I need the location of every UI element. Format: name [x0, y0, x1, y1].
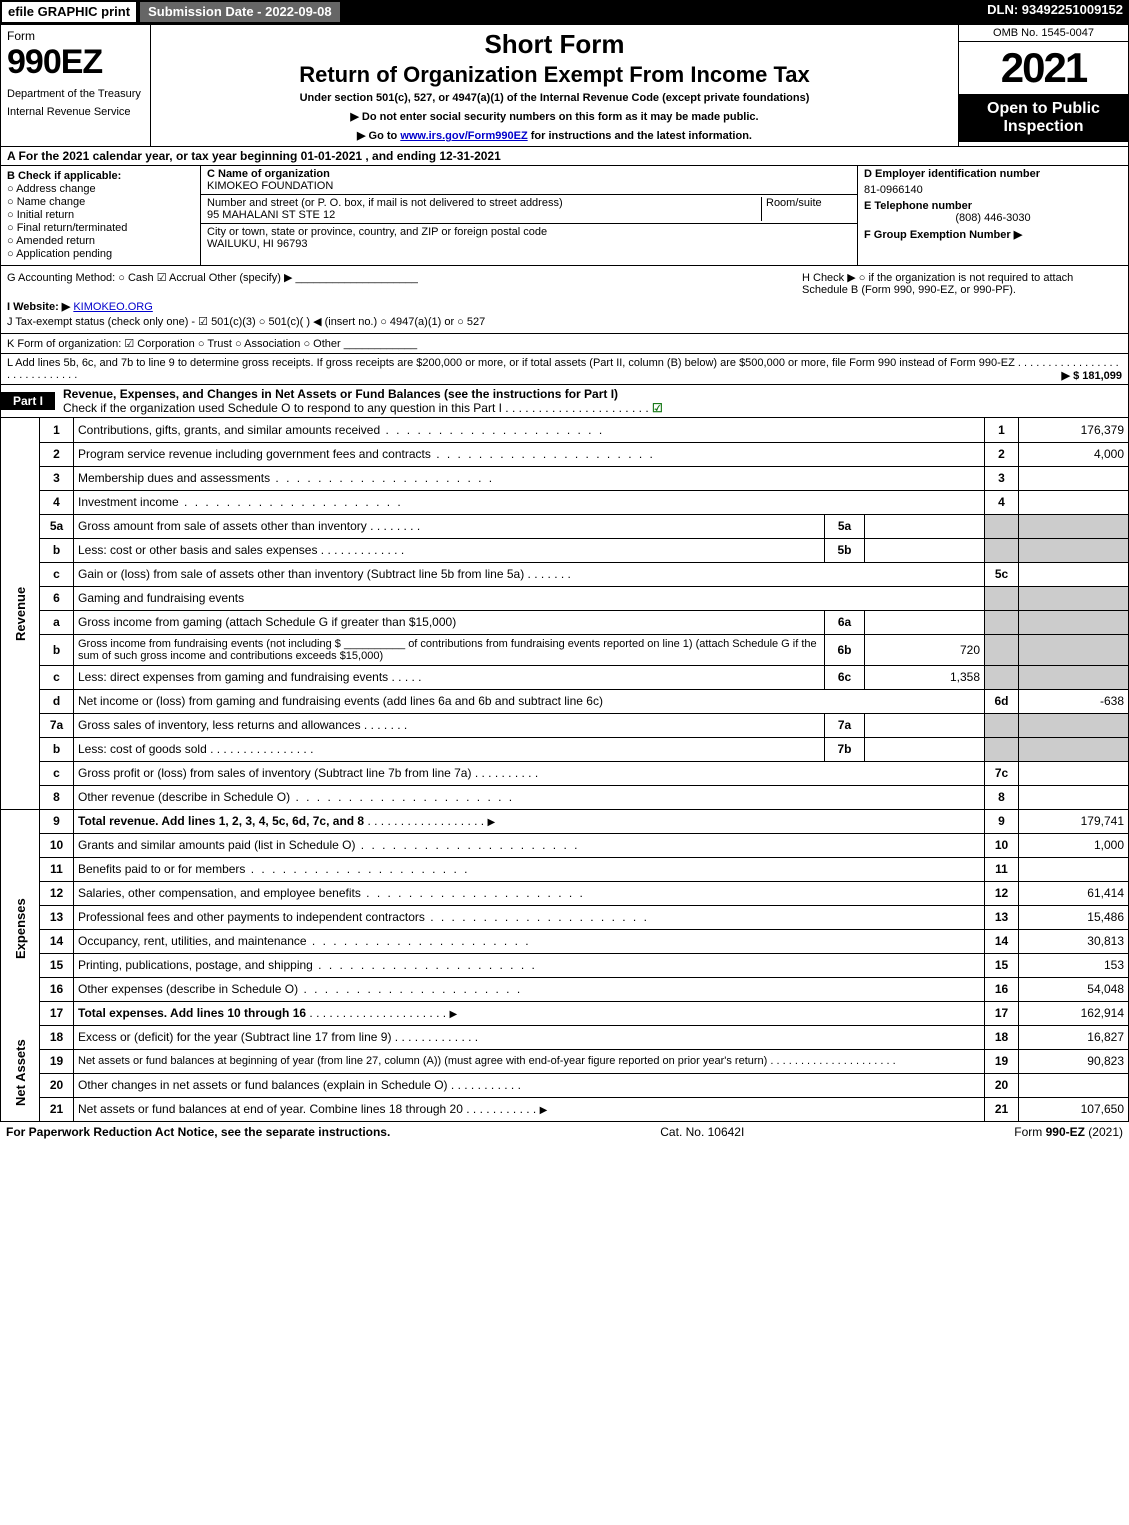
top-bar: efile GRAPHIC print Submission Date - 20…	[0, 0, 1129, 24]
cat-no: Cat. No. 10642I	[660, 1125, 744, 1139]
city-label: City or town, state or province, country…	[207, 226, 547, 238]
dept-irs: Internal Revenue Service	[7, 106, 144, 118]
line-21-val: 107,650	[1019, 1097, 1129, 1121]
tel-value: (808) 446-3030	[864, 212, 1122, 224]
tax-year: 2021	[959, 42, 1128, 94]
line-19-val: 90,823	[1019, 1049, 1129, 1073]
line-17-total-expenses: 162,914	[1019, 1001, 1129, 1025]
line-14-val: 30,813	[1019, 929, 1129, 953]
cb-final-return[interactable]: ○ Final return/terminated	[7, 222, 194, 234]
line-k-org-form: K Form of organization: ☑ Corporation ○ …	[0, 334, 1129, 354]
tel-label: E Telephone number	[864, 200, 972, 212]
website-link[interactable]: KIMOKEO.ORG	[73, 301, 152, 313]
city-state-zip: WAILUKU, HI 96793	[207, 238, 307, 250]
org-name: KIMOKEO FOUNDATION	[207, 180, 333, 192]
revenue-tab: Revenue	[1, 418, 40, 809]
misc-section: G Accounting Method: ○ Cash ☑ Accrual Ot…	[0, 266, 1129, 334]
street-label: Number and street (or P. O. box, if mail…	[207, 197, 563, 209]
line-h-schedule-b: H Check ▶ ○ if the organization is not r…	[802, 271, 1122, 296]
form-ref: Form 990-EZ (2021)	[1014, 1125, 1123, 1139]
net-assets-tab: Net Assets	[1, 1025, 40, 1121]
form-number: 990EZ	[7, 43, 144, 82]
irs-link[interactable]: www.irs.gov/Form990EZ	[400, 130, 527, 142]
goto-irs: ▶ Go to www.irs.gov/Form990EZ for instru…	[161, 129, 948, 142]
line-6b-val: 720	[865, 634, 985, 665]
line-1-num: 1	[40, 418, 74, 442]
form-header: Form 990EZ Department of the Treasury In…	[0, 24, 1129, 147]
cb-name-change[interactable]: ○ Name change	[7, 196, 194, 208]
form-label: Form	[7, 29, 144, 43]
efile-label: efile GRAPHIC print	[0, 0, 138, 24]
dept-treasury: Department of the Treasury	[7, 88, 144, 100]
line-12-val: 61,414	[1019, 881, 1129, 905]
line-6d-val: -638	[1019, 689, 1129, 713]
paperwork-notice: For Paperwork Reduction Act Notice, see …	[6, 1125, 390, 1139]
col-b-header: B Check if applicable:	[7, 170, 194, 182]
ein-value: 81-0966140	[864, 184, 1122, 196]
gross-receipts-value: ▶ $ 181,099	[1062, 369, 1122, 382]
line-6c-val: 1,358	[865, 665, 985, 689]
room-suite-label: Room/suite	[761, 197, 851, 221]
line-9-total-revenue: 179,741	[1019, 809, 1129, 833]
short-form-title: Short Form	[161, 29, 948, 60]
line-13-val: 15,486	[1019, 905, 1129, 929]
ein-label: D Employer identification number	[864, 168, 1040, 180]
website-label: I Website: ▶	[7, 301, 70, 313]
return-title: Return of Organization Exempt From Incom…	[161, 62, 948, 88]
line-j-tax-exempt: J Tax-exempt status (check only one) - ☑…	[7, 315, 1122, 328]
line-g-accounting: G Accounting Method: ○ Cash ☑ Accrual Ot…	[7, 271, 802, 296]
line-2-val: 4,000	[1019, 442, 1129, 466]
cb-application-pending[interactable]: ○ Application pending	[7, 248, 194, 260]
street-address: 95 MAHALANI ST STE 12	[207, 209, 335, 221]
cb-address-change[interactable]: ○ Address change	[7, 183, 194, 195]
do-not-ssn: ▶ Do not enter social security numbers o…	[161, 110, 948, 123]
cb-amended-return[interactable]: ○ Amended return	[7, 235, 194, 247]
line-15-val: 153	[1019, 953, 1129, 977]
part-1-header: Part I Revenue, Expenses, and Changes in…	[0, 385, 1129, 418]
line-1-desc: Contributions, gifts, grants, and simila…	[78, 423, 380, 437]
line-16-val: 54,048	[1019, 977, 1129, 1001]
group-exemption-label: F Group Exemption Number ▶	[864, 229, 1022, 241]
line-1-lbl: 1	[985, 418, 1019, 442]
line-18-val: 16,827	[1019, 1025, 1129, 1049]
open-public: Open to Public Inspection	[959, 94, 1128, 142]
line-l-gross-receipts: L Add lines 5b, 6c, and 7b to line 9 to …	[0, 354, 1129, 385]
section-bcd: B Check if applicable: ○ Address change …	[0, 166, 1129, 266]
part-1-table: Revenue 1 Contributions, gifts, grants, …	[0, 418, 1129, 1122]
line-10-val: 1,000	[1019, 833, 1129, 857]
page-footer: For Paperwork Reduction Act Notice, see …	[0, 1122, 1129, 1142]
cb-initial-return[interactable]: ○ Initial return	[7, 209, 194, 221]
part-1-label: Part I	[1, 392, 55, 410]
submission-date: Submission Date - 2022-09-08	[138, 0, 342, 24]
line-1-val: 176,379	[1019, 418, 1129, 442]
expenses-tab: Expenses	[1, 833, 40, 1025]
part-1-checkbox[interactable]: ☑	[652, 401, 663, 415]
line-a-tax-year: A For the 2021 calendar year, or tax yea…	[0, 147, 1129, 166]
dln: DLN: 93492251009152	[981, 0, 1129, 24]
c-name-label: C Name of organization	[207, 168, 330, 180]
part-1-check-text: Check if the organization used Schedule …	[63, 401, 502, 415]
under-section: Under section 501(c), 527, or 4947(a)(1)…	[161, 92, 948, 104]
part-1-title: Revenue, Expenses, and Changes in Net As…	[63, 387, 618, 401]
omb-number: OMB No. 1545-0047	[959, 25, 1128, 42]
